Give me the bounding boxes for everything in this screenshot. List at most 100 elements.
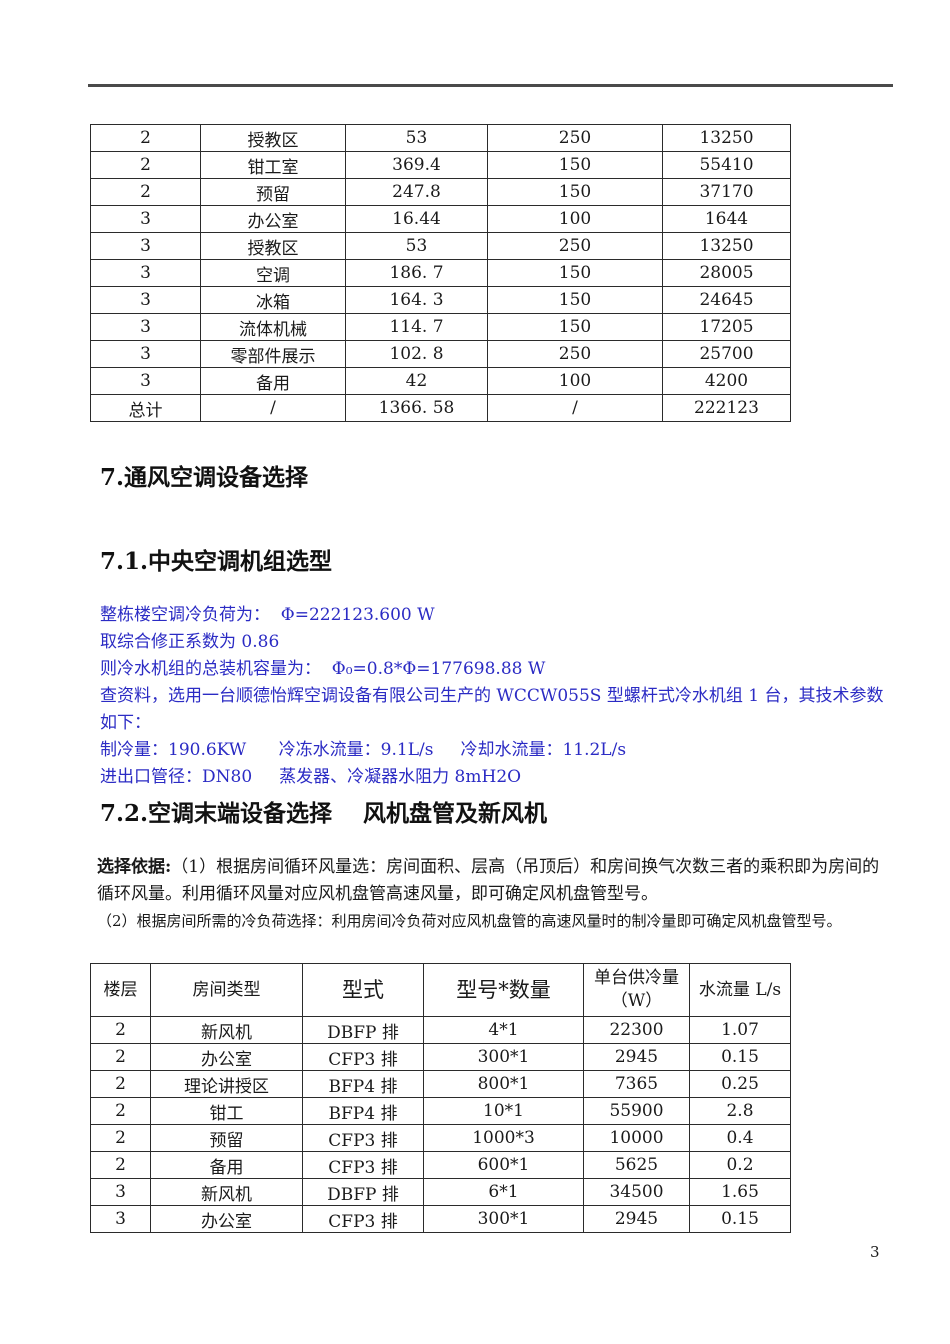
table-cell: 新风机: [150, 1178, 303, 1206]
installed-capacity-line: 则冷水机组的总装机容量为： Φ₀=0.8*Φ=177698.88 W: [100, 659, 546, 679]
table-cell: 250: [487, 124, 663, 152]
table-cell: 164. 3: [345, 286, 488, 314]
table-cell: 4*1: [423, 1016, 584, 1044]
table-cell: 2: [90, 1151, 151, 1179]
table-row: 2 预留 247.8 150 37170: [90, 178, 791, 206]
selection-basis-item-1-text: （1）根据房间循环风量选：房间面积、层高（吊顶后）和房间换气次数三者的乘积即为房…: [97, 857, 880, 904]
table-cell: 0.15: [689, 1205, 791, 1233]
section-heading-7-2: 7.2.空调末端设备选择 风机盘管及新风机: [100, 800, 548, 827]
table-cell: 1.65: [689, 1178, 791, 1206]
table-row: 2 理论讲授区 BFP4 排 800*1 7365 0.25: [90, 1070, 791, 1098]
table-cell: 300*1: [423, 1205, 584, 1233]
table-cell: 1644: [662, 205, 791, 233]
table-cell: 2.8: [689, 1097, 791, 1125]
table-cell: 53: [345, 124, 488, 152]
table-cell: 150: [487, 259, 663, 287]
table-cell: 0.4: [689, 1124, 791, 1152]
table-cell: /: [487, 394, 663, 422]
table-cell: 6*1: [423, 1178, 584, 1206]
table-cell: 22300: [583, 1016, 690, 1044]
table-cell: 2: [90, 1097, 151, 1125]
selection-basis: 选择依据:（1）根据房间循环风量选：房间面积、层高（吊顶后）和房间换气次数三者的…: [97, 854, 895, 935]
fan-coil-table: 楼层 房间类型 型式 型号*数量 单台供冷量（W） 水流量 L/s 2 新风机 DB…: [90, 963, 791, 1233]
cooling-load-table: 2 授教区 53 250 13250 2 钳工室 369.4 150 55410 2 预留 247.8 1…: [90, 124, 791, 422]
table-row: 3 办公室 CFP3 排 300*1 2945 0.15: [90, 1205, 791, 1233]
col-header-floor: 楼层: [90, 963, 151, 1017]
table-row: 2 钳工 BFP4 排 10*1 55900 2.8: [90, 1097, 791, 1125]
table-cell: 3: [90, 367, 201, 395]
table-cell: 备用: [150, 1151, 303, 1179]
table-cell: 55410: [662, 151, 791, 179]
table-cell: DBFP 排: [302, 1178, 424, 1206]
table-row: 3 办公室 16.44 100 1644: [90, 205, 791, 233]
table-cell: 13250: [662, 232, 791, 260]
table-cell: 247.8: [345, 178, 488, 206]
table-cell: 办公室: [200, 205, 346, 233]
fan-coil-table-body: 2 新风机 DBFP 排 4*1 22300 1.07 2 办公室 CFP3 排 300*1 294…: [90, 1016, 791, 1233]
col-header-model-qty: 型号*数量: [423, 963, 584, 1017]
table-cell: 1366. 58: [345, 394, 488, 422]
table-cell: 114. 7: [345, 313, 488, 341]
col-header-unit-cooling: 单台供冷量（W）: [583, 963, 690, 1017]
table-cell: CFP3 排: [302, 1205, 424, 1233]
table-cell: 冰箱: [200, 286, 346, 314]
pipe-diameter-line: 进出口管径：DN80 蒸发器、冷凝器水阻力 8mH2O: [100, 767, 522, 787]
selection-basis-item-2: （2）根据房间所需的冷负荷选择：利用房间冷负荷对应风机盘管的高速风量时的制冷量即…: [97, 912, 842, 930]
table-header-row: 楼层 房间类型 型式 型号*数量 单台供冷量（W） 水流量 L/s: [90, 963, 791, 1017]
table-cell: 28005: [662, 259, 791, 287]
table-cell: 55900: [583, 1097, 690, 1125]
chiller-selection-text: 整栋楼空调冷负荷为： Φ=222123.600 W 取综合修正系数为 0.86 …: [100, 602, 894, 791]
table-cell: 0.25: [689, 1070, 791, 1098]
table-cell: 3: [90, 205, 201, 233]
table-cell: 空调: [200, 259, 346, 287]
table-cell: CFP3 排: [302, 1124, 424, 1152]
table-cell: 4200: [662, 367, 791, 395]
table-row: 2 钳工室 369.4 150 55410: [90, 151, 791, 179]
table-row: 3 授教区 53 250 13250: [90, 232, 791, 260]
table-cell: 3: [90, 1178, 151, 1206]
table-cell: 钳工室: [200, 151, 346, 179]
table-cell: 3: [90, 1205, 151, 1233]
table-cell: 2: [90, 1070, 151, 1098]
table-cell: 2: [90, 151, 201, 179]
table-cell: 2: [90, 1016, 151, 1044]
table-cell: 34500: [583, 1178, 690, 1206]
table-row: 2 备用 CFP3 排 600*1 5625 0.2: [90, 1151, 791, 1179]
table-cell: 13250: [662, 124, 791, 152]
chiller-model-line: 查资料，选用一台顺德怡辉空调设备有限公司生产的 WCCW055S 型螺杆式冷水机…: [100, 686, 884, 733]
selection-basis-item-1: 选择依据:（1）根据房间循环风量选：房间面积、层高（吊顶后）和房间换气次数三者的…: [97, 854, 895, 908]
fan-coil-table-head: 楼层 房间类型 型式 型号*数量 单台供冷量（W） 水流量 L/s: [90, 963, 791, 1017]
table-cell: 10*1: [423, 1097, 584, 1125]
table-row: 2 授教区 53 250 13250: [90, 124, 791, 152]
table-cell: 10000: [583, 1124, 690, 1152]
table-cell: BFP4 排: [302, 1097, 424, 1125]
col-header-waterflow: 水流量 L/s: [689, 963, 791, 1017]
table-row: 总计/1366. 58/222123: [90, 394, 791, 422]
table-cell: BFP4 排: [302, 1070, 424, 1098]
table-cell: DBFP 排: [302, 1016, 424, 1044]
table-cell: 1000*3: [423, 1124, 584, 1152]
table-cell: 2: [90, 1124, 151, 1152]
col-header-type: 型式: [302, 963, 424, 1017]
table-cell: 2945: [583, 1043, 690, 1071]
table-cell: 流体机械: [200, 313, 346, 341]
table-row: 3 零部件展示 102. 8 250 25700: [90, 340, 791, 368]
cooling-load-table-body: 2 授教区 53 250 13250 2 钳工室 369.4 150 55410 2 预留 247.8 1…: [90, 124, 791, 422]
table-cell: 2945: [583, 1205, 690, 1233]
table-row: 2 新风机 DBFP 排 4*1 22300 1.07: [90, 1016, 791, 1044]
table-row: 3 新风机 DBFP 排 6*1 34500 1.65: [90, 1178, 791, 1206]
table-cell: 理论讲授区: [150, 1070, 303, 1098]
table-cell: 钳工: [150, 1097, 303, 1125]
table-cell: 3: [90, 232, 201, 260]
table-cell: 150: [487, 178, 663, 206]
table-row: 3 冰箱 164. 3 150 24645: [90, 286, 791, 314]
table-cell: 预留: [150, 1124, 303, 1152]
table-cell: 7365: [583, 1070, 690, 1098]
table-cell: 授教区: [200, 232, 346, 260]
table-cell: 办公室: [150, 1043, 303, 1071]
table-row: 2 办公室 CFP3 排 300*1 2945 0.15: [90, 1043, 791, 1071]
table-cell: 0.2: [689, 1151, 791, 1179]
table-cell: 3: [90, 259, 201, 287]
table-cell: 0.15: [689, 1043, 791, 1071]
